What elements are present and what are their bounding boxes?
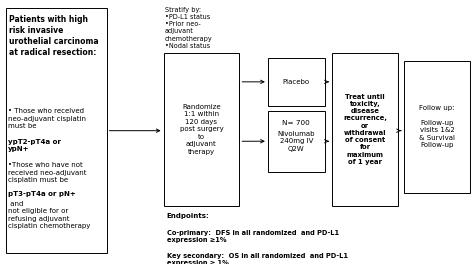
- Text: Placebo: Placebo: [283, 79, 310, 85]
- Text: Follow up:

Follow-up
visits 1&2
& Survival
Follow-up: Follow up: Follow-up visits 1&2 & Surviv…: [419, 105, 455, 148]
- Bar: [268, 111, 325, 172]
- Text: Co-primary:  DFS in all randomized  and PD-L1
expression ≥1%: Co-primary: DFS in all randomized and PD…: [167, 230, 339, 243]
- Text: Stratify by:
•PD-L1 status
•Prior neo-
adjuvant
chemotherapy
•Nodal status: Stratify by: •PD-L1 status •Prior neo- a…: [165, 7, 213, 49]
- Bar: [164, 53, 239, 206]
- Bar: [332, 53, 398, 206]
- Bar: [268, 58, 325, 106]
- Text: Key secondary:  OS in all randomized  and PD-L1
expression ≥ 1%: Key secondary: OS in all randomized and …: [167, 253, 348, 264]
- Text: • Those who received
neo-adjuvant cisplatin
must be: • Those who received neo-adjuvant cispla…: [8, 108, 86, 129]
- Text: N= 700: N= 700: [283, 120, 310, 126]
- Text: Nivolumab
240mg IV
Q2W: Nivolumab 240mg IV Q2W: [277, 131, 315, 152]
- Bar: [6, 8, 107, 253]
- Text: Patients with high
risk invasive
urothelial carcinoma
at radical resection:: Patients with high risk invasive urothel…: [9, 15, 98, 57]
- Text: Endpoints:: Endpoints:: [167, 213, 210, 219]
- Text: pT3-pT4a or pN+: pT3-pT4a or pN+: [8, 191, 75, 197]
- Text: •Those who have not
received neo-adjuvant
cisplatin must be: •Those who have not received neo-adjuvan…: [8, 162, 86, 183]
- Text: Randomize
1:1 within
120 days
post surgery
to
adjuvant
therapy: Randomize 1:1 within 120 days post surge…: [180, 104, 223, 155]
- Bar: [404, 61, 470, 193]
- Text: Treat until
toxicity,
disease
recurrence,
or
withdrawal
of consent
for
maximum
o: Treat until toxicity, disease recurrence…: [343, 94, 387, 165]
- Text: and
not eligible for or
refusing adjuvant
cisplatin chemotherapy: and not eligible for or refusing adjuvan…: [8, 201, 90, 229]
- Text: ypT2-pT4a or
ypN+: ypT2-pT4a or ypN+: [8, 139, 61, 152]
